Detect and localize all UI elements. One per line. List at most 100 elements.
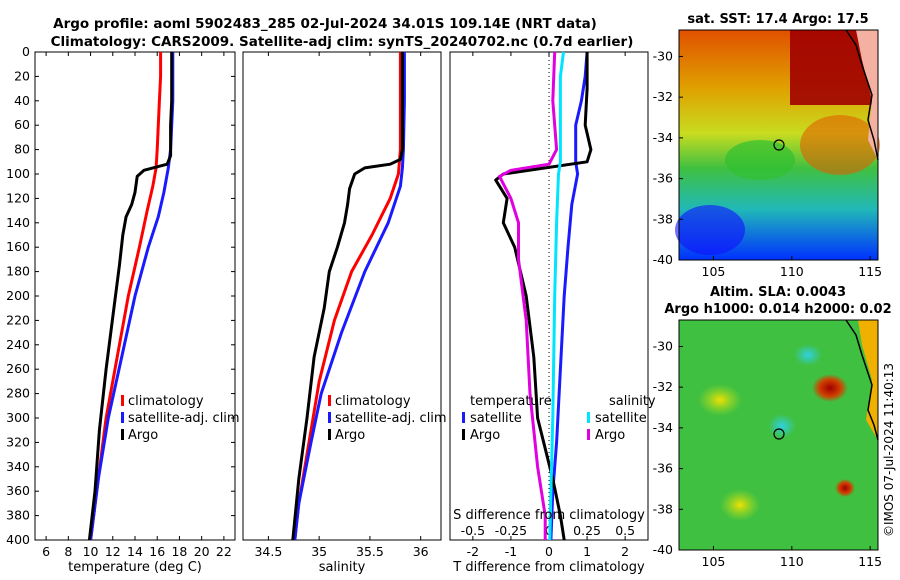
s-tick-label: 0.25 [573, 523, 601, 538]
sst-map [675, 29, 880, 261]
difference-legend: temperature satellite Argo salinity sate… [462, 394, 656, 443]
x-tick-label: 8 [64, 544, 72, 559]
x-tick-label: 34.5 [254, 544, 282, 559]
sla-yellow-patch [698, 384, 742, 416]
s-tick-label: 0.5 [615, 523, 635, 538]
legend-swatch-s-satellite [587, 412, 590, 423]
depth-tick-label: 0 [22, 44, 30, 59]
lat-tick-label: -36 [653, 171, 673, 186]
temperature-panel: 0204060801001201401601802002202402602803… [6, 44, 648, 575]
depth-tick-label: 120 [6, 190, 30, 205]
series-temperature-argo [494, 52, 593, 541]
lon-tick-label: 110 [780, 264, 804, 279]
depth-tick-label: 340 [6, 459, 30, 474]
temperature-xlabel: temperature (deg C) [68, 560, 202, 575]
temperature-xticks: 6 8 10 12 14 16 18 20 22 [42, 52, 232, 559]
series-argo [87, 52, 174, 541]
lat-tick-label: -34 [653, 130, 673, 145]
lat-tick-label: -36 [653, 461, 673, 476]
coastline [845, 29, 879, 161]
depth-tick-label: 100 [6, 166, 30, 181]
salinity-lines [291, 52, 406, 541]
legend-swatch-t-satellite [462, 412, 465, 423]
legend-argo: Argo [128, 428, 158, 443]
salinity-diff-ticks: -0.5 -0.25 0 0.25 0.5 [461, 523, 635, 538]
depth-tick-label: 300 [6, 410, 30, 425]
depth-tick-label: 220 [6, 312, 30, 327]
salinity-xticks: 34.5 35 35.5 36 [254, 52, 429, 559]
legend-t-satellite: satellite [470, 411, 522, 426]
x-tick-label: 0 [545, 544, 553, 559]
s-tick-label: -0.25 [495, 523, 527, 538]
x-tick-label: 22 [216, 544, 232, 559]
sla-low-anomaly [768, 414, 796, 438]
sla-high-anomaly-2 [835, 479, 855, 497]
lat-tick-label: -30 [653, 48, 673, 63]
depth-tick-label: 200 [6, 288, 30, 303]
depth-tick-label: 360 [6, 483, 30, 498]
figure-title-line2: Climatology: CARS2009. Satellite-adj cli… [51, 34, 634, 50]
legend-s-satellite: satellite [595, 411, 647, 426]
depth-tick-label: 280 [6, 386, 30, 401]
x-tick-label: -1 [505, 544, 517, 559]
depth-tick-label: 320 [6, 434, 30, 449]
legend-argo: Argo [335, 428, 365, 443]
x-tick-label: 35 [311, 544, 327, 559]
lat-tick-label: -40 [653, 542, 673, 557]
x-tick-label: 36 [413, 544, 429, 559]
legend-swatch-climatology [328, 395, 331, 406]
land [856, 30, 878, 160]
lon-tick-label: 115 [858, 554, 882, 569]
depth-tick-label: 380 [6, 508, 30, 523]
figure-title-line1: Argo profile: aoml 5902483_285 02-Jul-20… [53, 16, 597, 32]
argo-location-marker [773, 139, 785, 151]
lat-tick-label: -34 [653, 420, 673, 435]
series-climatology [293, 52, 402, 541]
lon-tick-label: 105 [702, 554, 726, 569]
copyright-notice: ©IMOS 07-Jul-2024 11:40:13 [882, 363, 896, 537]
salinity-xlabel: salinity [319, 560, 366, 575]
legend-satellite: satellite-adj. clim [335, 411, 447, 426]
x-tick-label: 35.5 [356, 544, 384, 559]
depth-tick-label: 140 [6, 215, 30, 230]
coastline [845, 319, 879, 441]
sla-map-ticks: -30 -32 -34 -36 -38 -40 105 110 115 [653, 338, 883, 569]
temperature-legend: climatology satellite-adj. clim Argo [121, 394, 240, 443]
difference-lines [494, 51, 593, 541]
x-tick-label: -2 [467, 544, 479, 559]
lat-tick-label: -40 [653, 252, 673, 267]
lon-tick-label: 115 [858, 264, 882, 279]
legend-swatch-argo [121, 429, 124, 440]
depth-tick-label: 240 [6, 337, 30, 352]
salinity-legend: climatology satellite-adj. clim Argo [328, 394, 447, 443]
salinity-panel: 34.5 35 35.5 36 salinity climatology satell… [242, 51, 447, 575]
t-difference-xlabel: T difference from climatology [452, 560, 645, 575]
series-argo [291, 52, 404, 541]
lat-tick-label: -38 [653, 501, 673, 516]
x-tick-label: 18 [171, 544, 187, 559]
sla-map-frame [678, 319, 879, 551]
depth-tick-label: 260 [6, 361, 30, 376]
legend-swatch-t-argo [462, 429, 465, 440]
legend-swatch-satellite [328, 412, 331, 423]
legend-t-argo: Argo [470, 428, 500, 443]
temperature-lines [87, 52, 175, 541]
legend-temperature: temperature [470, 394, 552, 409]
x-tick-label: 6 [42, 544, 50, 559]
sst-map-title: sat. SST: 17.4 Argo: 17.5 [687, 12, 868, 27]
s-difference-label: S difference from climatology [453, 508, 645, 523]
land [858, 320, 878, 440]
x-tick-label: 16 [149, 544, 165, 559]
sst-map-frame [678, 29, 879, 261]
x-tick-label: 10 [83, 544, 99, 559]
legend-satellite: satellite-adj. clim [128, 411, 240, 426]
legend-climatology: climatology [335, 394, 411, 409]
depth-tick-label: 40 [14, 93, 30, 108]
series-climatology [89, 52, 163, 541]
legend-salinity: salinity [609, 394, 656, 409]
lat-tick-label: -32 [653, 379, 673, 394]
argo-location-marker [773, 428, 785, 440]
legend-swatch-s-argo [587, 429, 590, 440]
series-salinity-satellite [548, 51, 565, 541]
x-tick-label: 2 [621, 544, 629, 559]
